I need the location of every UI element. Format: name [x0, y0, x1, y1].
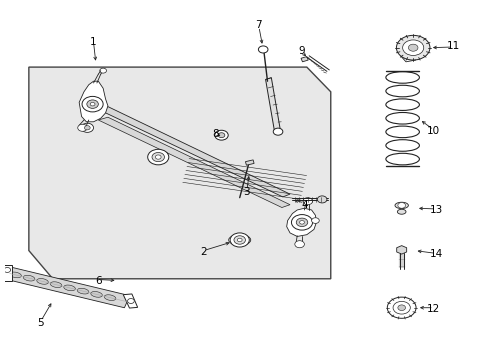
Circle shape [152, 153, 164, 162]
Circle shape [397, 305, 405, 311]
Polygon shape [245, 160, 254, 165]
Ellipse shape [394, 202, 407, 208]
Ellipse shape [397, 209, 405, 214]
Polygon shape [1, 265, 12, 281]
Circle shape [233, 236, 245, 244]
Circle shape [230, 233, 249, 247]
Text: 1: 1 [90, 37, 97, 48]
Polygon shape [396, 246, 406, 254]
Circle shape [87, 100, 98, 108]
Circle shape [273, 128, 282, 135]
Polygon shape [123, 294, 137, 308]
Circle shape [78, 124, 87, 131]
Polygon shape [79, 81, 108, 122]
Circle shape [81, 123, 93, 132]
Circle shape [396, 35, 429, 60]
Text: 6: 6 [95, 275, 102, 285]
Polygon shape [286, 208, 316, 237]
Circle shape [402, 40, 423, 55]
Circle shape [386, 297, 415, 318]
Text: 11: 11 [446, 41, 459, 51]
Text: 5: 5 [38, 318, 44, 328]
Polygon shape [301, 57, 307, 62]
Polygon shape [265, 78, 280, 132]
Text: 9: 9 [298, 46, 305, 56]
Circle shape [294, 241, 304, 248]
Circle shape [303, 198, 312, 205]
Text: 3: 3 [243, 187, 250, 197]
Circle shape [311, 218, 319, 224]
Ellipse shape [63, 285, 75, 291]
Circle shape [147, 149, 168, 165]
Ellipse shape [50, 282, 62, 288]
Circle shape [100, 68, 106, 73]
Text: 10: 10 [427, 126, 440, 136]
Polygon shape [98, 107, 289, 197]
Text: 14: 14 [428, 249, 442, 259]
Circle shape [392, 301, 409, 314]
Circle shape [237, 238, 242, 242]
Ellipse shape [37, 279, 48, 284]
Circle shape [317, 196, 326, 203]
Polygon shape [98, 117, 289, 207]
Ellipse shape [23, 275, 35, 281]
Circle shape [291, 215, 312, 230]
Text: 12: 12 [427, 304, 440, 314]
Circle shape [258, 46, 267, 53]
Circle shape [4, 267, 11, 273]
Circle shape [397, 203, 405, 208]
Ellipse shape [77, 288, 89, 294]
Circle shape [155, 155, 161, 159]
Ellipse shape [228, 235, 250, 245]
Circle shape [90, 102, 95, 106]
Text: 4: 4 [301, 200, 307, 210]
Circle shape [296, 218, 307, 226]
Circle shape [214, 130, 228, 140]
Ellipse shape [91, 292, 102, 297]
Text: 8: 8 [212, 129, 219, 139]
Ellipse shape [104, 295, 116, 301]
Polygon shape [29, 67, 330, 279]
Circle shape [299, 221, 304, 224]
Text: 13: 13 [428, 205, 442, 215]
Text: 7: 7 [255, 20, 262, 30]
Circle shape [127, 298, 134, 303]
Ellipse shape [10, 272, 21, 278]
Circle shape [84, 126, 90, 130]
Circle shape [82, 96, 103, 112]
Circle shape [218, 133, 224, 138]
Polygon shape [7, 267, 129, 308]
Text: 2: 2 [200, 247, 206, 257]
Circle shape [407, 44, 417, 51]
